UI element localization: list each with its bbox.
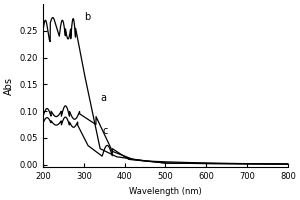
Y-axis label: Abs: Abs [4, 77, 14, 95]
Text: a: a [100, 93, 106, 103]
X-axis label: Wavelength (nm): Wavelength (nm) [129, 187, 202, 196]
Text: b: b [84, 12, 90, 22]
Text: c: c [102, 126, 107, 136]
